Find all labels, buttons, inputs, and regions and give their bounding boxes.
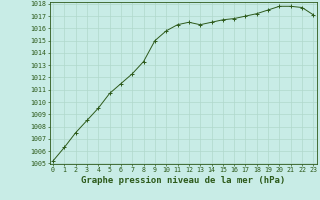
X-axis label: Graphe pression niveau de la mer (hPa): Graphe pression niveau de la mer (hPa) [81, 176, 285, 185]
